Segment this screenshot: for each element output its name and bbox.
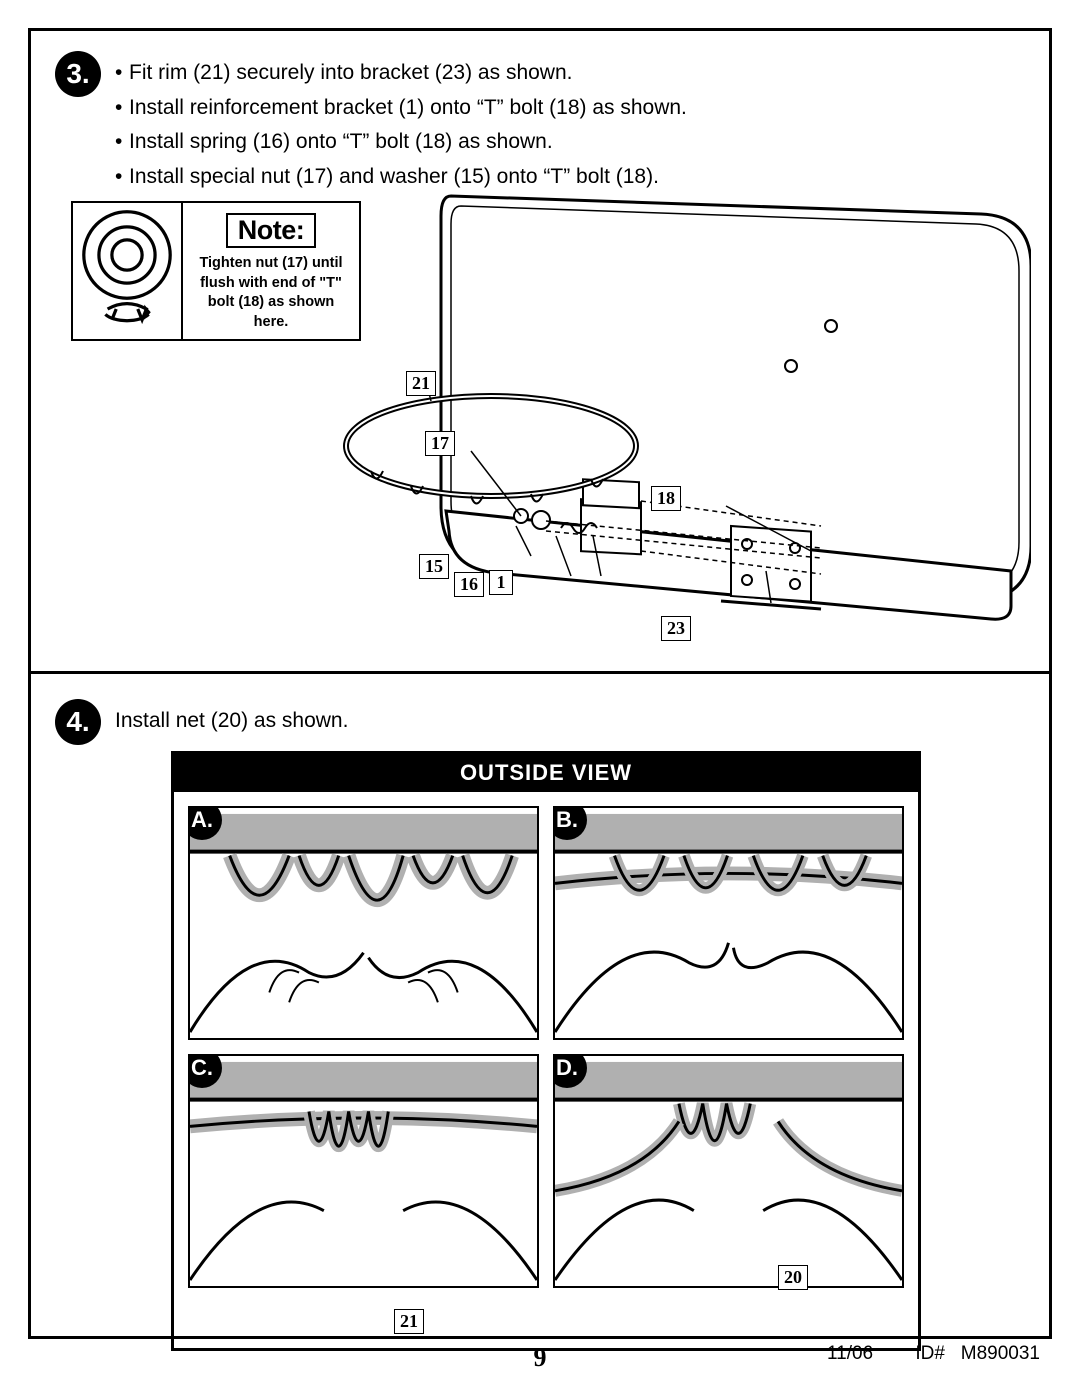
net-step-b-icon (555, 808, 902, 1038)
footer-id-prefix: ID# (915, 1343, 945, 1364)
cell-d: D. (553, 1054, 904, 1288)
net-step-d-icon (555, 1056, 902, 1286)
bullet-text: Install spring (16) onto “T” bolt (18) a… (129, 130, 553, 153)
bullet-text: Install reinforcement bracket (1) onto “… (129, 96, 687, 119)
part-label-23: 23 (661, 616, 691, 641)
footer-date: 11/06 (827, 1343, 873, 1364)
step-number-circle: 3. (55, 51, 101, 97)
outside-grid: A. B. (174, 792, 918, 1348)
step-3-number: 3. (66, 58, 89, 90)
outside-view-panel: OUTSIDE VIEW A. B. (171, 751, 921, 1351)
page-border: 3. •Fit rim (21) securely into bracket (… (28, 28, 1052, 1339)
net-step-a-icon (190, 808, 537, 1038)
step-4-text: Install net (20) as shown. (115, 699, 348, 737)
part-label-17: 17 (425, 431, 455, 456)
footer-meta: 11/06 ID# M890031 (827, 1343, 1040, 1365)
note-box: Note: Tighten nut (17) until flush with … (71, 201, 361, 341)
step-3: 3. •Fit rim (21) securely into bracket (… (55, 51, 687, 195)
footer-id: M890031 (961, 1343, 1040, 1364)
section-divider (31, 671, 1049, 674)
note-bolt-icon (73, 203, 183, 339)
bullet-item: •Install spring (16) onto “T” bolt (18) … (115, 126, 687, 158)
cell-a: A. (188, 806, 539, 1040)
step-number-circle: 4. (55, 699, 101, 745)
page-footer: 9 11/06 ID# M890031 (0, 1343, 1080, 1373)
rim-assembly-diagram: 21 17 15 16 1 18 23 (331, 176, 1031, 656)
step-4-number: 4. (66, 706, 89, 738)
cell-b: B. (553, 806, 904, 1040)
note-text: Tighten nut (17) until flush with end of… (193, 254, 349, 332)
note-title: Note: (226, 213, 317, 248)
part-label-1: 1 (489, 570, 513, 595)
part-label-20-grid: 20 (778, 1265, 808, 1290)
bolt-end-icon (73, 201, 181, 341)
part-label-15: 15 (419, 554, 449, 579)
cell-c: C. (188, 1054, 539, 1288)
part-label-18: 18 (651, 486, 681, 511)
outside-view-header: OUTSIDE VIEW (174, 754, 918, 792)
step-4: 4. Install net (20) as shown. (55, 699, 348, 745)
net-step-c-icon (190, 1056, 537, 1286)
bullet-text: Fit rim (21) securely into bracket (23) … (129, 61, 572, 84)
part-label-16: 16 (454, 572, 484, 597)
step-3-instructions: •Fit rim (21) securely into bracket (23)… (115, 51, 687, 195)
bullet-item: •Install reinforcement bracket (1) onto … (115, 92, 687, 124)
part-label-21: 21 (406, 371, 436, 396)
part-label-21-grid: 21 (394, 1309, 424, 1334)
bullet-item: •Fit rim (21) securely into bracket (23)… (115, 57, 687, 89)
